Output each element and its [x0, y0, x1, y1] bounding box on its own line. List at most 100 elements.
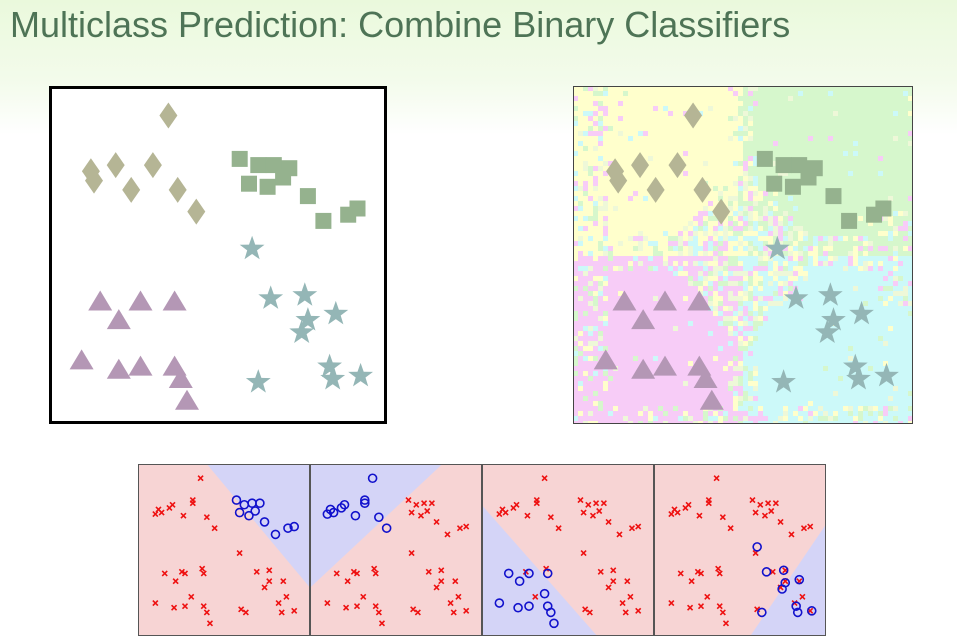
cross-point-42	[777, 518, 784, 525]
star-point-2	[783, 285, 809, 309]
star-point-9	[874, 362, 899, 387]
binary-classifier-1	[138, 464, 310, 636]
cross-point-1	[713, 475, 720, 482]
slide-title: Multiclass Prediction: Combine Binary Cl…	[10, 4, 791, 45]
square-point-3	[265, 157, 282, 174]
square-point-11	[875, 200, 892, 217]
cross-point-31	[417, 512, 425, 519]
triangle-point-7	[653, 355, 677, 376]
star-point-6	[849, 300, 874, 325]
cross-point-27	[577, 497, 584, 504]
square-point-5	[241, 175, 257, 192]
circle-point-3	[778, 565, 789, 576]
circle-point-2	[761, 567, 772, 577]
diamond-point-3	[106, 152, 125, 179]
circle-point-7	[791, 601, 801, 611]
triangle-point-3	[687, 290, 712, 311]
triangle-point-10	[175, 389, 199, 410]
cross-point-21	[619, 599, 626, 607]
cross-point-32	[589, 512, 597, 519]
cross-point-14	[161, 570, 168, 577]
circle-point-7	[524, 601, 534, 611]
triangle-point-9	[168, 368, 193, 388]
circle-point-1	[752, 542, 762, 552]
plot-border	[573, 86, 913, 424]
cross-point-39	[752, 509, 759, 516]
cross-point-8	[425, 568, 432, 575]
circle-point-2	[359, 495, 370, 505]
circle-point-11	[289, 521, 299, 532]
cross-point-26	[405, 497, 412, 504]
triangle-point-2	[128, 290, 153, 311]
cross-point-20	[266, 567, 273, 574]
cross-point-36	[628, 525, 636, 532]
cross-point-43	[788, 531, 795, 538]
binary-classifier-1-svg	[138, 464, 310, 636]
star-point-4	[295, 307, 321, 331]
cross-point-7	[674, 509, 681, 516]
circle-point-1	[367, 473, 378, 484]
cross-point-22	[463, 607, 470, 614]
cross-point-5	[372, 570, 379, 577]
cross-point-5	[166, 504, 173, 511]
cross-point-11	[433, 584, 440, 591]
diamond-point-2	[606, 158, 625, 185]
cross-point-7	[158, 509, 165, 516]
cross-point-29	[428, 500, 435, 507]
square-point-8	[299, 188, 316, 205]
cross-point-27	[716, 603, 723, 610]
cross-point-10	[203, 514, 210, 521]
multiclass-data-svg	[49, 86, 387, 424]
circle-point-4	[514, 576, 525, 586]
triangle-point-3	[162, 290, 187, 311]
cross-point-16	[200, 570, 207, 577]
square-point-6	[784, 178, 801, 195]
cross-point-35	[616, 531, 623, 538]
cross-point-31	[275, 599, 282, 607]
cross-point-33	[596, 507, 603, 515]
cross-point-24	[586, 609, 593, 616]
star-point-3	[292, 282, 318, 306]
cross-point-24	[668, 599, 675, 607]
cross-point-11	[555, 525, 562, 532]
square-point-1	[231, 150, 248, 167]
cross-point-11	[211, 525, 218, 532]
cross-point-35	[749, 497, 756, 504]
cross-point-30	[408, 509, 415, 516]
cross-point-12	[236, 550, 243, 557]
square-point-7	[800, 169, 817, 186]
cross-point-25	[455, 593, 462, 600]
binary-classifier-strip	[138, 464, 826, 636]
cross-point-36	[757, 501, 764, 508]
cross-point-17	[610, 578, 617, 585]
triangle-point-6	[631, 358, 656, 379]
star-point-5	[814, 319, 840, 343]
triangle-point-1	[88, 290, 113, 311]
circle-point-4	[339, 499, 350, 510]
cross-point-15	[597, 568, 604, 575]
decision-regions-svg	[573, 86, 913, 424]
cross-point-15	[181, 570, 189, 577]
cross-point-15	[353, 603, 361, 610]
binary-classifier-2	[310, 464, 482, 636]
circle-point-6	[513, 602, 523, 613]
cross-point-32	[424, 507, 431, 515]
cross-point-9	[524, 512, 531, 519]
triangle-point-5	[69, 349, 94, 370]
cross-point-31	[580, 509, 587, 516]
circle-point-3	[359, 498, 370, 509]
cross-point-9	[438, 567, 445, 574]
cross-point-26	[627, 593, 634, 600]
binary-classifier-3-svg	[482, 464, 654, 636]
plot-border	[49, 86, 387, 424]
circle-point-9	[350, 510, 361, 521]
cross-point-7	[350, 568, 357, 575]
diamond-point-4	[668, 152, 687, 179]
cross-point-21	[266, 578, 273, 585]
binary-classifier-3	[482, 464, 654, 636]
square-point-2	[775, 157, 792, 174]
cross-point-27	[200, 603, 207, 610]
cross-point-9	[180, 512, 187, 519]
diamond-point-8	[85, 167, 103, 194]
mini-plot-border	[138, 464, 310, 636]
